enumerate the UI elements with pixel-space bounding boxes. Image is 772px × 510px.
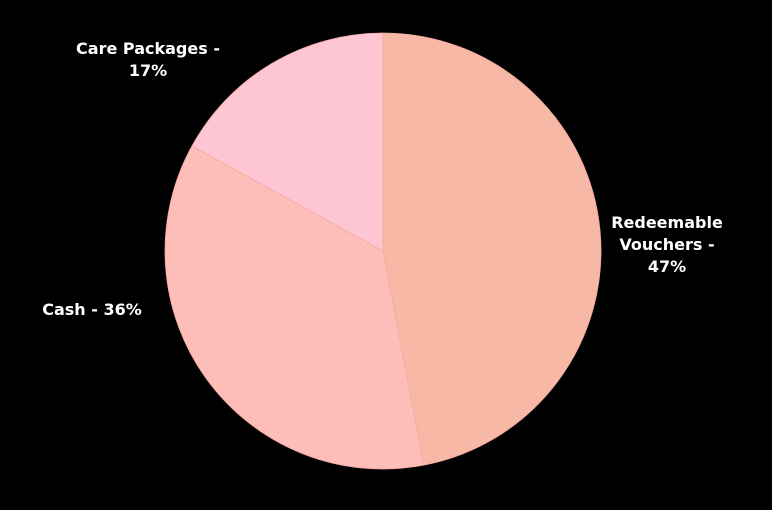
slice-label: Redeemable Vouchers - 47% bbox=[611, 213, 723, 276]
slice-label: Care Packages - 17% bbox=[76, 39, 220, 80]
slice-label: Cash - 36% bbox=[42, 300, 142, 319]
pie-slice bbox=[382, 32, 602, 466]
pie-slice bbox=[164, 145, 425, 470]
pie-slice bbox=[191, 32, 384, 252]
